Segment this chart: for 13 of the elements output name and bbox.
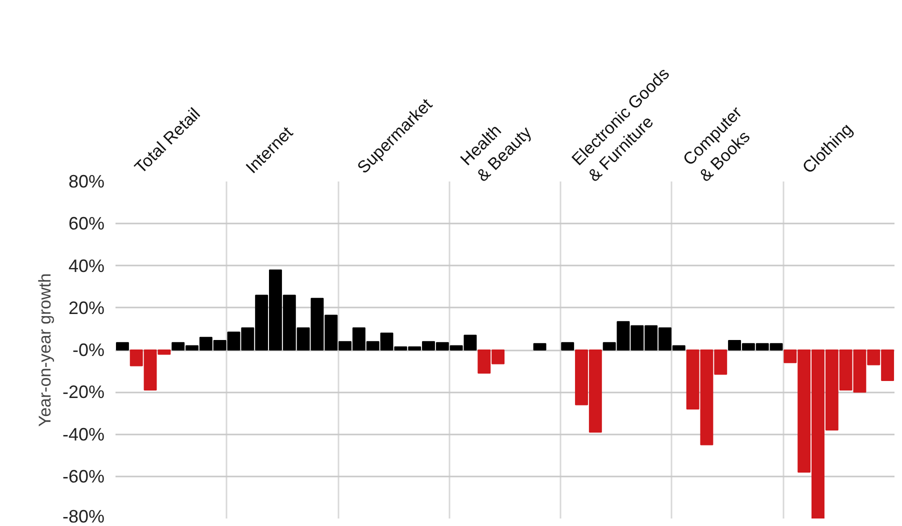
y-tick-label: 60% bbox=[68, 214, 105, 234]
bar bbox=[116, 342, 129, 350]
bar bbox=[561, 342, 574, 350]
y-tick-label: -20% bbox=[62, 382, 105, 402]
bar bbox=[533, 343, 546, 350]
y-tick-label: 80% bbox=[68, 172, 105, 192]
y-tick-label: -0% bbox=[72, 340, 105, 360]
y-tick-label: 40% bbox=[68, 256, 105, 276]
y-tick-label: -80% bbox=[62, 506, 105, 526]
y-tick-label: -60% bbox=[62, 466, 105, 486]
y-axis-title: Year-on-year growth bbox=[35, 273, 54, 427]
y-tick-label: 20% bbox=[68, 298, 105, 318]
y-tick-label: -40% bbox=[62, 424, 105, 444]
